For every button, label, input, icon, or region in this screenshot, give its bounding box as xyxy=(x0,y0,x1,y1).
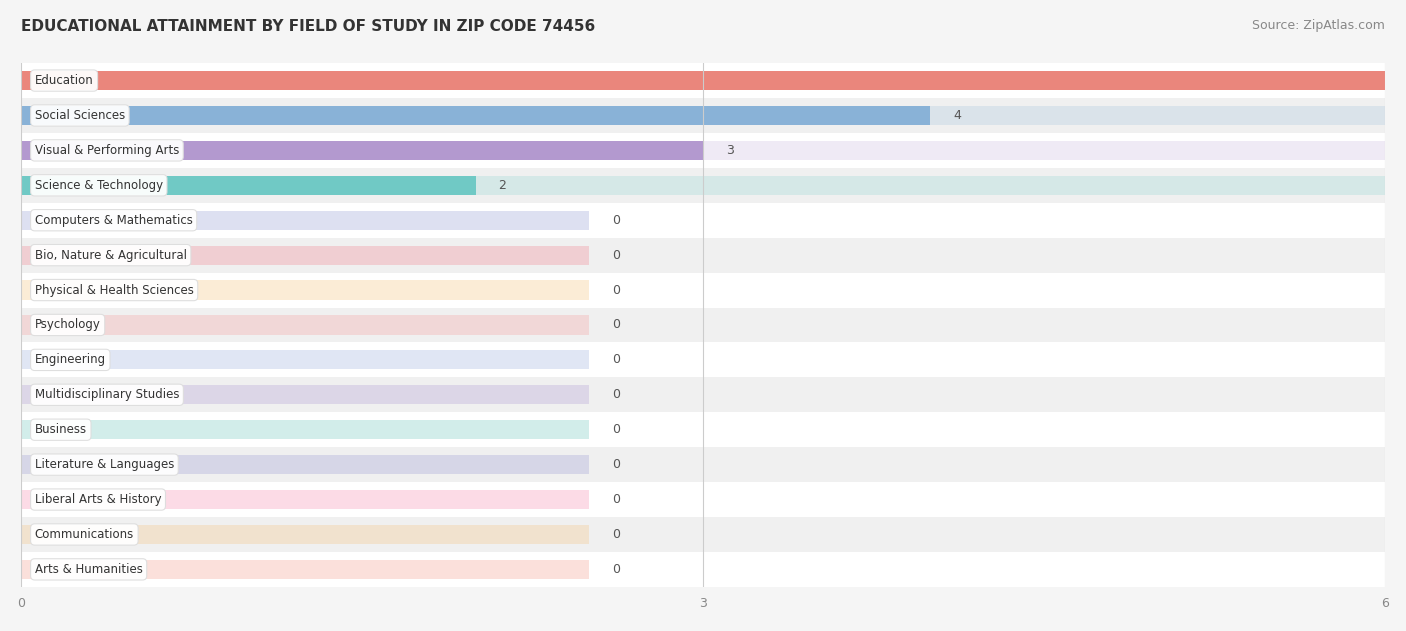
Text: Liberal Arts & History: Liberal Arts & History xyxy=(35,493,162,506)
Bar xyxy=(21,377,1385,412)
Text: 0: 0 xyxy=(612,388,620,401)
Text: 4: 4 xyxy=(953,109,960,122)
Text: Physical & Health Sciences: Physical & Health Sciences xyxy=(35,283,194,297)
Bar xyxy=(21,238,1385,273)
Text: 2: 2 xyxy=(499,179,506,192)
Bar xyxy=(21,343,1385,377)
Text: Arts & Humanities: Arts & Humanities xyxy=(35,563,142,576)
Text: Engineering: Engineering xyxy=(35,353,105,367)
Text: 0: 0 xyxy=(612,423,620,436)
Bar xyxy=(21,517,1385,552)
Text: Science & Technology: Science & Technology xyxy=(35,179,163,192)
Text: Social Sciences: Social Sciences xyxy=(35,109,125,122)
Text: Multidisciplinary Studies: Multidisciplinary Studies xyxy=(35,388,179,401)
Text: Bio, Nature & Agricultural: Bio, Nature & Agricultural xyxy=(35,249,187,262)
Text: 0: 0 xyxy=(612,214,620,227)
Bar xyxy=(21,455,589,475)
Bar xyxy=(21,133,1385,168)
Bar xyxy=(21,245,589,265)
Text: 0: 0 xyxy=(612,458,620,471)
Bar xyxy=(21,273,1385,307)
Bar xyxy=(21,385,589,404)
Bar xyxy=(21,307,1385,343)
Text: Literature & Languages: Literature & Languages xyxy=(35,458,174,471)
Bar xyxy=(21,350,589,370)
Text: 0: 0 xyxy=(612,283,620,297)
Bar xyxy=(21,316,589,334)
Text: 0: 0 xyxy=(612,319,620,331)
Bar xyxy=(21,175,475,195)
Text: 3: 3 xyxy=(725,144,734,157)
Bar xyxy=(21,203,1385,238)
Text: 0: 0 xyxy=(612,249,620,262)
Text: Computers & Mathematics: Computers & Mathematics xyxy=(35,214,193,227)
Bar xyxy=(21,175,1385,195)
Bar xyxy=(21,280,589,300)
Bar xyxy=(21,106,931,125)
Text: Visual & Performing Arts: Visual & Performing Arts xyxy=(35,144,179,157)
Text: 0: 0 xyxy=(612,493,620,506)
Text: Business: Business xyxy=(35,423,87,436)
Bar xyxy=(21,106,1385,125)
Bar xyxy=(21,412,1385,447)
Text: 0: 0 xyxy=(612,528,620,541)
Bar xyxy=(21,168,1385,203)
Text: Psychology: Psychology xyxy=(35,319,101,331)
Text: Education: Education xyxy=(35,74,93,87)
Text: 0: 0 xyxy=(612,563,620,576)
Bar xyxy=(21,63,1385,98)
Text: EDUCATIONAL ATTAINMENT BY FIELD OF STUDY IN ZIP CODE 74456: EDUCATIONAL ATTAINMENT BY FIELD OF STUDY… xyxy=(21,19,595,34)
Bar xyxy=(21,71,1385,90)
Bar xyxy=(21,420,589,439)
Bar xyxy=(21,211,589,230)
Bar xyxy=(21,482,1385,517)
Bar xyxy=(21,525,589,544)
Bar xyxy=(21,141,1385,160)
Bar xyxy=(21,552,1385,587)
Text: Communications: Communications xyxy=(35,528,134,541)
Bar xyxy=(21,560,589,579)
Bar xyxy=(21,98,1385,133)
Text: Source: ZipAtlas.com: Source: ZipAtlas.com xyxy=(1251,19,1385,32)
Bar xyxy=(21,490,589,509)
Bar xyxy=(21,141,703,160)
Text: 0: 0 xyxy=(612,353,620,367)
Bar xyxy=(21,71,1385,90)
Bar xyxy=(21,447,1385,482)
